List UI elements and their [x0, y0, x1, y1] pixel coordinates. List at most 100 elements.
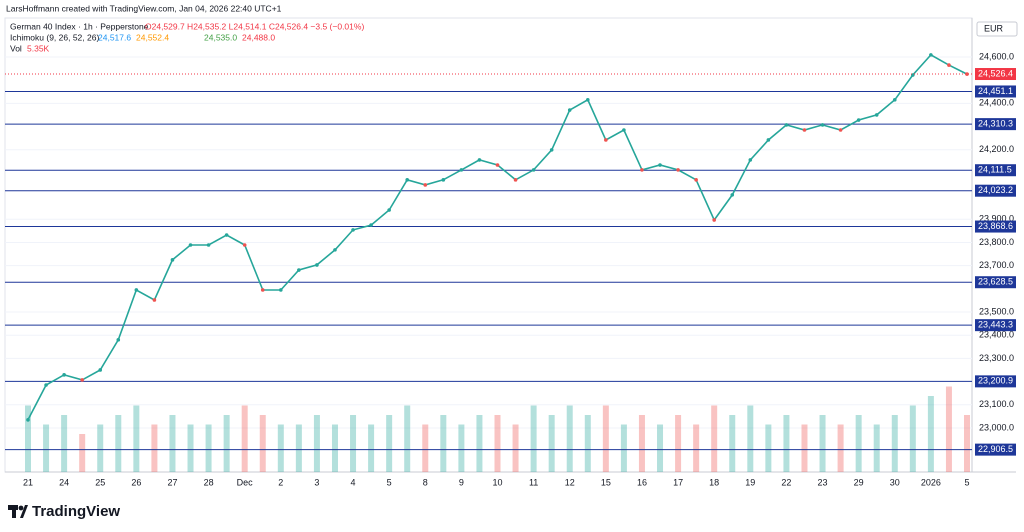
- x-tick-label: 24: [59, 477, 69, 487]
- volume-bar: [295, 424, 302, 472]
- volume-bar: [368, 424, 375, 472]
- ohlc: O24,529.7 H24,535.2 L24,514.1 C24,526.4 …: [145, 21, 364, 31]
- ichimoku-value: 24,535.0: [204, 32, 237, 42]
- x-tick-label: 27: [167, 477, 177, 487]
- y-tick-label: 24,400.0: [979, 98, 1014, 108]
- price-point: [369, 223, 373, 227]
- x-tick-label: 17: [673, 477, 683, 487]
- price-point: [892, 98, 897, 102]
- level-label-box: [975, 85, 1016, 98]
- price-point: [838, 128, 843, 132]
- volume-bar: [494, 415, 501, 472]
- price-point: [170, 258, 175, 262]
- volume-bar: [458, 424, 465, 472]
- volume-bar: [512, 424, 519, 472]
- x-tick-label: 21: [23, 477, 33, 487]
- level-label-box: [975, 276, 1016, 289]
- level-label-box: [975, 220, 1016, 233]
- volume-bar: [133, 405, 140, 472]
- price-point: [748, 158, 753, 162]
- volume-bar: [422, 424, 429, 472]
- level-label-box: [975, 184, 1016, 197]
- volume-label: Vol: [10, 43, 22, 53]
- price-point: [549, 148, 554, 152]
- price-point: [351, 228, 355, 232]
- price-point: [676, 168, 680, 172]
- volume-bar: [61, 415, 68, 472]
- price-point: [242, 243, 247, 247]
- x-tick-label: 5: [387, 477, 392, 487]
- price-point: [279, 288, 283, 292]
- price-point: [604, 138, 608, 142]
- price-point: [567, 108, 572, 112]
- price-point: [585, 98, 590, 102]
- level-label: 24,023.2: [978, 185, 1013, 195]
- x-tick-label: 15: [601, 477, 611, 487]
- volume-bar: [350, 415, 357, 472]
- volume-bar: [476, 415, 483, 472]
- price-point: [947, 63, 951, 67]
- volume-bar: [115, 415, 122, 472]
- level-label: 24,451.1: [978, 86, 1013, 96]
- volume-bar: [927, 396, 934, 472]
- volume-bar: [765, 424, 772, 472]
- y-tick-label: 23,900.0: [979, 214, 1014, 224]
- level-label-box: [975, 319, 1016, 332]
- volume-bar: [25, 405, 31, 472]
- ichimoku-label: Ichimoku (9, 26, 52, 26): [10, 32, 99, 42]
- last-price-box: [975, 68, 1016, 81]
- x-tick-label: 29: [854, 477, 864, 487]
- level-label-box: [975, 118, 1016, 131]
- volume-bar: [711, 405, 718, 472]
- x-tick-label: 9: [459, 477, 464, 487]
- volume-bar: [331, 424, 338, 472]
- price-point: [333, 248, 337, 252]
- price-point: [766, 138, 771, 142]
- price-point: [98, 368, 103, 372]
- level-label: 24,111.5: [978, 165, 1012, 175]
- volume-bar: [205, 424, 212, 472]
- volume-bar: [675, 415, 682, 472]
- x-tick-label: 25: [95, 477, 105, 487]
- price-point: [297, 268, 301, 272]
- price-point: [712, 218, 716, 222]
- volume-bar: [783, 415, 790, 472]
- y-tick-label: 23,300.0: [979, 353, 1014, 363]
- price-point: [26, 418, 30, 422]
- volume-bar: [891, 415, 898, 472]
- y-tick-label: 23,100.0: [979, 399, 1014, 409]
- volume-bar: [964, 415, 970, 472]
- volume-bar: [548, 415, 555, 472]
- level-label-box: [975, 164, 1016, 177]
- price-point: [874, 113, 879, 117]
- volume-bar: [837, 424, 844, 472]
- volume-bar: [259, 415, 266, 472]
- volume-bar: [620, 424, 627, 472]
- level-label: 24,310.3: [978, 119, 1013, 129]
- last-price-label: 24,526.4: [978, 68, 1013, 78]
- currency-box: [976, 21, 1018, 37]
- price-point: [441, 178, 446, 182]
- y-tick-label: 24,200.0: [979, 144, 1014, 154]
- y-tick-label: 23,000.0: [979, 422, 1014, 432]
- volume-bar: [855, 415, 862, 472]
- symbol: German 40 Index · 1h · Pepperstone: [10, 21, 149, 31]
- y-tick-label: 23,500.0: [979, 306, 1014, 316]
- volume-bar: [801, 424, 808, 472]
- x-tick-label: 5: [964, 477, 969, 487]
- volume-bar: [747, 405, 754, 472]
- volume-bar: [657, 424, 664, 472]
- x-tick-label: 2: [278, 477, 283, 487]
- price-point: [965, 72, 969, 76]
- price-point: [513, 178, 518, 182]
- price-point: [495, 163, 500, 167]
- price-point: [206, 243, 211, 247]
- x-tick-label: Dec: [237, 477, 254, 487]
- x-tick-label: 23: [818, 477, 828, 487]
- volume-bar: [440, 415, 447, 472]
- price-point: [802, 128, 807, 132]
- volume-bar: [404, 405, 411, 472]
- volume-value: 5.35K: [27, 43, 50, 53]
- y-tick-label: 24,600.0: [979, 51, 1014, 61]
